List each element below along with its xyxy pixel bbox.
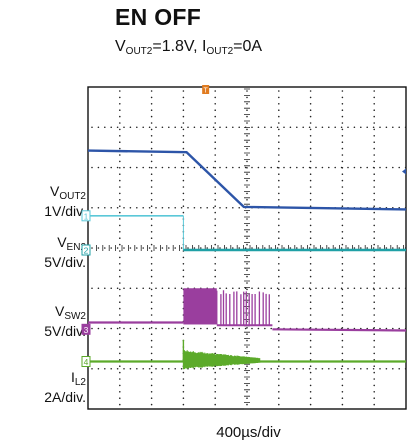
trigger-level-marker <box>402 168 406 175</box>
channel-marker-2-label: 2 <box>84 246 89 256</box>
vsw2-burst-sparse <box>216 290 270 325</box>
chart-title: EN OFF <box>115 4 202 30</box>
channel-marker-4 <box>81 356 91 368</box>
vsw2-label: VSW2 5V/div. <box>44 303 86 339</box>
channel-marker-1 <box>81 210 91 222</box>
trigger-marker <box>202 85 210 94</box>
vout2-trace <box>87 149 407 211</box>
il2-label: IL2 2A/div. <box>44 369 86 405</box>
timebase-label: 400µs/div <box>216 424 281 441</box>
vout2-label: VOUT2 1V/div. <box>44 183 86 219</box>
chart-subtitle: VOUT2=1.8V, IOUT2=0A <box>115 38 263 57</box>
channel-marker-3 <box>81 323 91 335</box>
channel-marker-3-label: 3 <box>84 325 89 335</box>
trigger-marker-label: T <box>204 88 209 95</box>
channel-marker-2 <box>81 244 91 256</box>
vsw2-burst-dense <box>183 288 217 325</box>
vsw2-trace-post <box>272 328 407 332</box>
graticule-center-ticks <box>89 88 404 410</box>
channel-marker-4-label: 4 <box>84 357 89 367</box>
ven2-label: VEN2 5V/div. <box>44 234 86 270</box>
channel-marker-1-label: 1 <box>84 211 89 221</box>
